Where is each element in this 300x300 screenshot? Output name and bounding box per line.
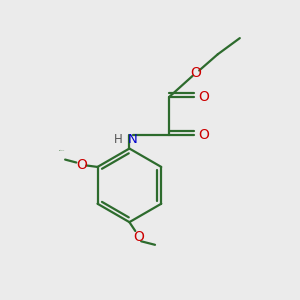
Text: O: O: [133, 230, 144, 244]
Text: H: H: [114, 133, 123, 146]
Text: methoxy: methoxy: [59, 149, 65, 151]
Text: O: O: [190, 66, 201, 80]
Text: N: N: [128, 133, 138, 146]
Text: O: O: [199, 90, 209, 104]
Text: O: O: [76, 158, 87, 172]
Text: O: O: [199, 128, 209, 142]
